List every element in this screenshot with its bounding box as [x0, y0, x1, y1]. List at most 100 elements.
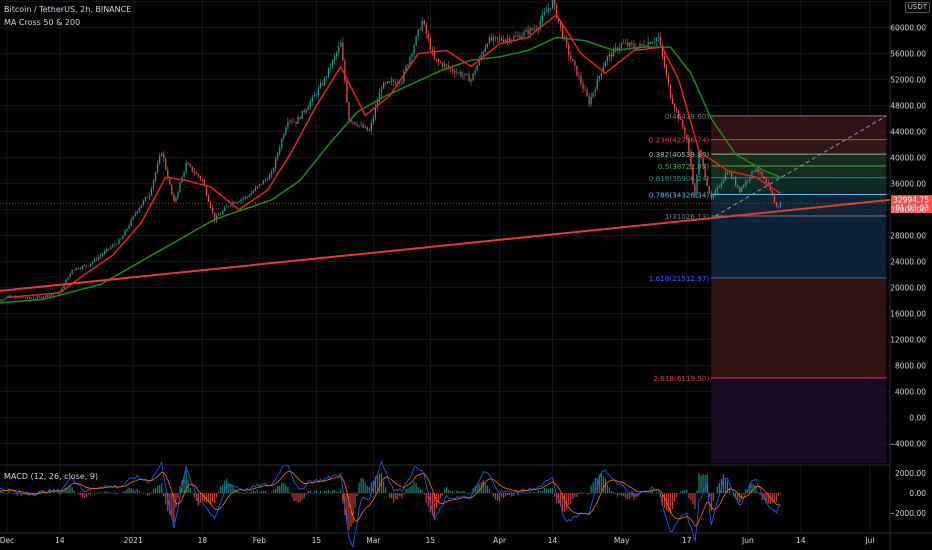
- macd-histogram-bar: [496, 493, 499, 501]
- macd-histogram-bar: [138, 491, 140, 494]
- current-price-label: 32994.75: [893, 196, 929, 205]
- macd-histogram-bar: [629, 493, 631, 500]
- macd-histogram-bar: [317, 493, 320, 494]
- macd-histogram-bar: [295, 493, 297, 502]
- macd-histogram-bar: [124, 490, 126, 494]
- candle-body: [85, 265, 87, 267]
- candle-body: [470, 79, 472, 82]
- candle-body: [566, 37, 568, 45]
- macd-histogram-bar: [8, 491, 10, 494]
- macd-histogram-bar: [354, 493, 356, 508]
- candle-body: [712, 195, 714, 198]
- candle-body: [519, 35, 521, 39]
- macd-histogram-bar: [207, 493, 210, 503]
- macd-histogram-bar: [311, 493, 313, 494]
- macd-histogram-bar: [674, 493, 676, 502]
- macd-histogram-bar: [214, 493, 216, 503]
- candle-body: [8, 295, 10, 297]
- candle-body: [75, 267, 77, 270]
- indicator-label[interactable]: MA Cross 50 & 200: [4, 18, 81, 27]
- candle-body: [100, 255, 102, 257]
- macd-histogram-bar: [297, 493, 299, 503]
- candle-body: [570, 55, 572, 59]
- candle-body: [472, 73, 474, 80]
- macd-histogram-bar: [336, 491, 338, 494]
- fib-level-label: 0.382(40539.80): [649, 150, 710, 159]
- candle-body: [297, 117, 299, 124]
- price-badge: [891, 195, 932, 214]
- candlesticks[interactable]: [0, 0, 782, 307]
- candle-body: [694, 184, 696, 196]
- macd-histogram-bar: [252, 489, 254, 494]
- macd-histogram-bar: [384, 486, 387, 494]
- macd-histogram-bar: [423, 493, 425, 495]
- macd-histogram-bar: [486, 485, 488, 494]
- macd-histogram-bar: [433, 493, 436, 518]
- candle-body: [195, 172, 197, 174]
- candle-body: [423, 20, 425, 25]
- candle-body: [260, 184, 263, 185]
- candle-body: [562, 26, 564, 38]
- candle-body: [348, 101, 350, 121]
- price-tick-label: 52000.00: [890, 76, 926, 85]
- trendline: [0, 198, 891, 292]
- macd-histogram-bar: [100, 492, 102, 494]
- candle-body: [619, 47, 621, 51]
- candle-body: [405, 66, 407, 72]
- macd-histogram-bar: [104, 491, 106, 494]
- candle-body: [124, 230, 126, 236]
- fibonacci-zones[interactable]: 0(46419.60) 0.236(42766.74) 0.382(40539.80…: [649, 112, 887, 463]
- time-tick-label: 2021: [124, 536, 143, 545]
- time-tick-label: 14: [796, 536, 806, 545]
- macd-histogram-bar: [574, 493, 576, 497]
- macd-histogram-bar: [305, 493, 307, 495]
- candle-body: [81, 265, 83, 269]
- macd-histogram-bar: [450, 491, 452, 494]
- macd-histogram-bar: [346, 493, 348, 524]
- candle-body: [743, 185, 745, 188]
- macd-histogram-bar: [12, 493, 14, 494]
- fib-zone: [711, 194, 887, 216]
- macd-histogram-bar: [93, 493, 96, 494]
- macd-histogram-bar: [89, 493, 92, 496]
- macd-histogram-bar: [338, 491, 340, 494]
- macd-histogram-bar: [22, 493, 24, 495]
- macd-histogram-bar: [639, 493, 641, 495]
- macd-histogram-bar: [757, 491, 759, 494]
- macd-histogram-bar: [608, 487, 611, 494]
- candle-body: [134, 213, 136, 216]
- macd-histogram-bar: [765, 493, 767, 504]
- macd-histogram-bar: [79, 493, 81, 496]
- candle-body: [674, 103, 676, 109]
- candle-body: [505, 39, 507, 42]
- macd-histogram-bar: [492, 493, 495, 497]
- candle-body: [431, 49, 433, 51]
- candle-body: [24, 297, 26, 299]
- candle-body: [254, 187, 256, 191]
- currency-badge[interactable]: USDT: [904, 2, 930, 13]
- candle-body: [460, 72, 462, 77]
- macd-histogram-bar: [718, 482, 720, 494]
- candle-body: [686, 134, 688, 139]
- macd-histogram-bar: [745, 488, 747, 494]
- macd-histogram-bar: [273, 489, 275, 494]
- macd-label[interactable]: MACD (12, 26, close, 9): [4, 472, 99, 481]
- macd-histogram-bar: [238, 491, 240, 494]
- macd-histogram-bar: [362, 478, 364, 494]
- candle-body: [226, 206, 228, 208]
- candle-body: [315, 94, 317, 96]
- macd-histogram-bar: [511, 493, 513, 497]
- macd-histogram-bar: [319, 490, 322, 494]
- candle-body: [136, 211, 138, 214]
- macd-histogram-bar: [67, 487, 69, 494]
- candle-body: [730, 172, 733, 179]
- macd-histogram-bar: [132, 489, 134, 494]
- macd-histogram-bar: [380, 472, 383, 494]
- macd-histogram-bar: [513, 493, 515, 496]
- macd-histogram-bar: [769, 493, 771, 504]
- macd-histogram-bar: [421, 490, 423, 494]
- candle-body: [574, 61, 576, 66]
- symbol-title[interactable]: Bitcoin / TetherUS, 2h, BINANCE: [4, 5, 132, 14]
